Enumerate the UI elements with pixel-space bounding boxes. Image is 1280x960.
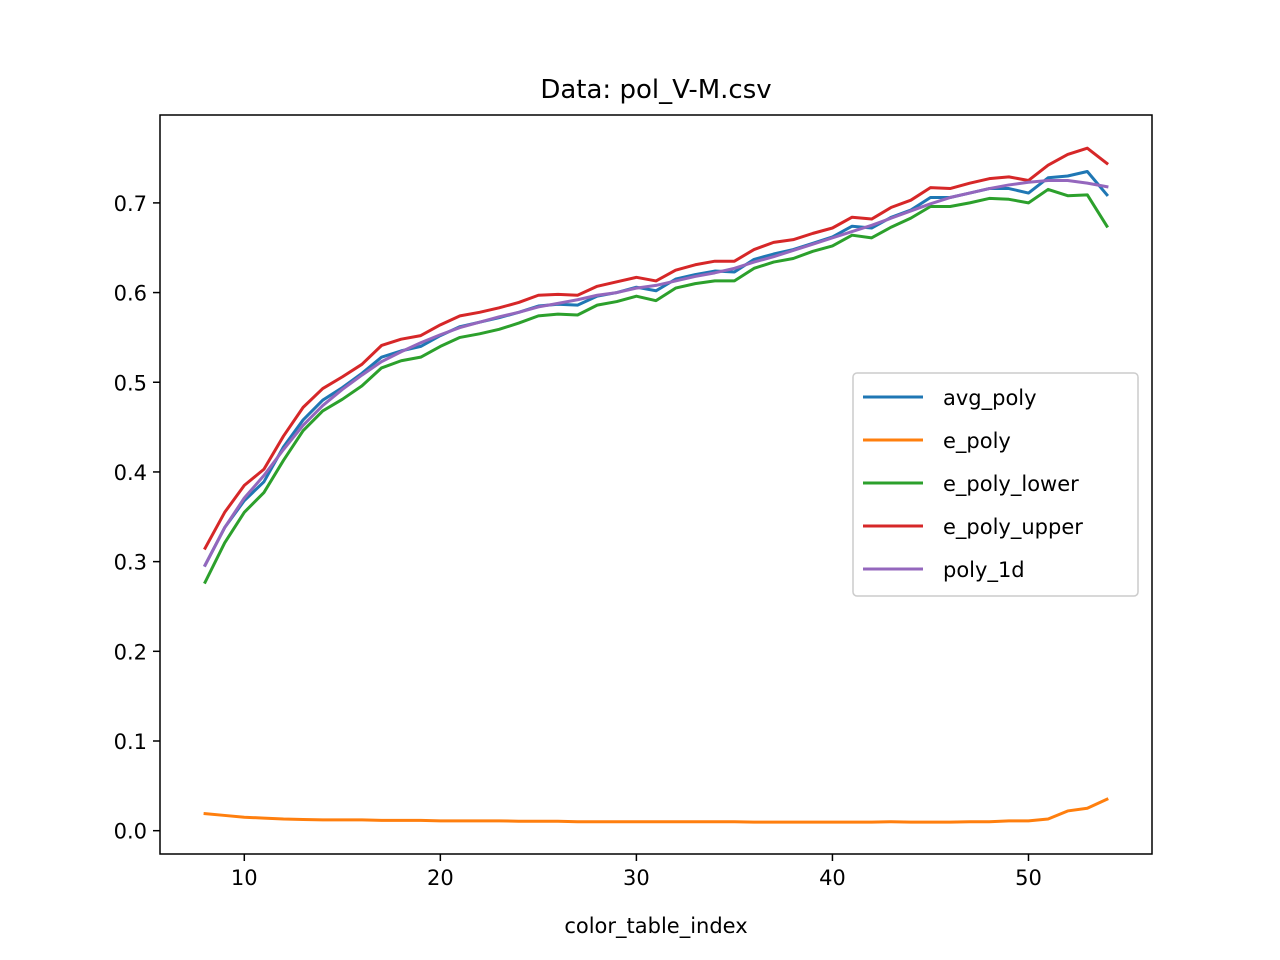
- series-line-e-poly-lower: [203, 187, 1109, 585]
- y-axis: 0.0 0.1 0.2 0.3 0.4 0.5 0.6 0.7: [114, 192, 160, 844]
- x-axis: 10 20 30 40 50: [231, 854, 1042, 890]
- y-tick-label: 0.6: [114, 282, 147, 306]
- y-tick-label: 0.0: [114, 820, 147, 844]
- y-tick-label: 0.7: [114, 192, 147, 216]
- legend: avg_poly e_poly e_poly_lower e_poly_upperpo…: [852, 372, 1139, 597]
- legend-label: e_poly_lower: [943, 472, 1079, 497]
- y-tick-label: 0.1: [114, 730, 147, 754]
- legend-label: e_poly_upper: [943, 515, 1083, 540]
- x-tick-label: 30: [623, 866, 650, 890]
- series-line-e-poly: [203, 797, 1109, 824]
- legend-label: avg_poly: [943, 386, 1037, 411]
- series-line-poly-1d: [203, 178, 1109, 568]
- chart-title: Data: pol_V-M.csv: [540, 75, 771, 105]
- plot-frame: [159, 114, 1153, 855]
- y-tick-label: 0.4: [114, 461, 147, 485]
- legend-label: e_poly: [943, 429, 1011, 454]
- series-line-e-poly-upper: [203, 146, 1110, 551]
- y-tick-label: 0.2: [114, 640, 147, 664]
- legend-label: poly_1d: [943, 558, 1025, 583]
- legend-box: [852, 372, 1139, 597]
- x-tick-label: 50: [1015, 866, 1042, 890]
- y-tick-label: 0.3: [114, 551, 147, 575]
- plot-area: [159, 114, 1153, 855]
- x-tick-label: 20: [427, 866, 454, 890]
- y-tick-label: 0.5: [114, 371, 147, 395]
- x-tick-label: 40: [819, 866, 846, 890]
- x-tick-label: 10: [231, 866, 258, 890]
- x-axis-label: color_table_index: [564, 914, 747, 939]
